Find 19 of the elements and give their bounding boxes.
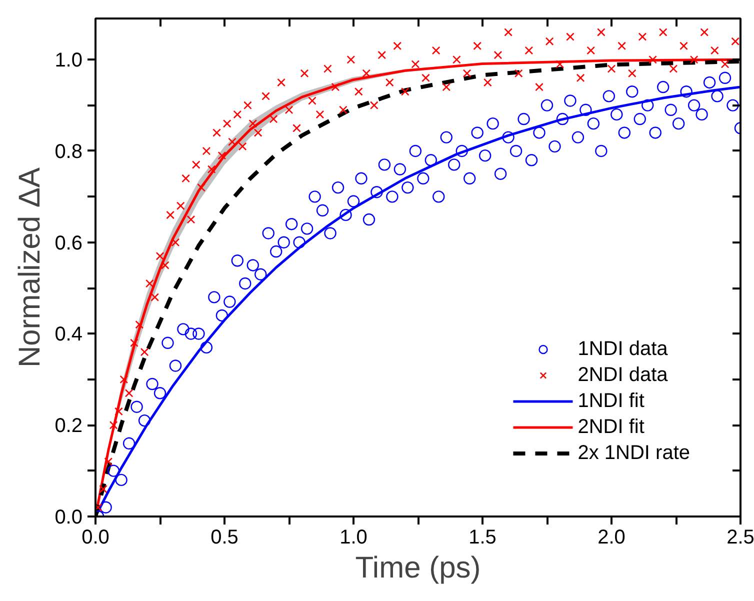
x-tick-label: 2.0: [598, 526, 626, 548]
legend-label: 2NDI data: [578, 362, 668, 388]
y-tick-label: 0.6: [54, 232, 83, 254]
y-axis-title: Normalized ΔA: [14, 167, 47, 368]
y-tick-label: 0.0: [54, 506, 83, 528]
x-tick-label: 0.0: [82, 526, 110, 548]
x-tick-label: 0.5: [210, 526, 238, 548]
y-tick-label: 0.2: [54, 415, 83, 438]
legend-label: 1NDI data: [578, 336, 668, 362]
x-tick-label: 2.5: [726, 526, 754, 548]
x-tick-label: 1.0: [340, 526, 368, 548]
legend-label: 2x 1NDI rate: [578, 440, 690, 466]
x-tick-label: 1.5: [468, 526, 496, 548]
legend-label: 1NDI fit: [578, 388, 644, 414]
legend-label: 2NDI fit: [578, 414, 644, 440]
y-tick-label: 0.8: [54, 140, 83, 163]
x-axis-title: Time (ps): [355, 552, 481, 584]
y-tick-label: 0.4: [54, 324, 83, 346]
y-tick-label: 1.0: [54, 50, 83, 72]
